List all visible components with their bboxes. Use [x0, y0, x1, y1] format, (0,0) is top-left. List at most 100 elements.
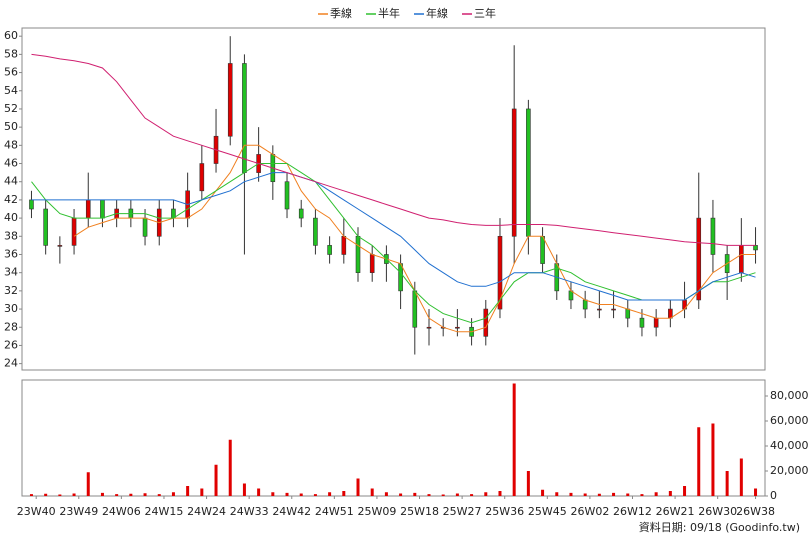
candle-body: [85, 199, 91, 219]
x-tick-label: 26W12: [613, 505, 652, 518]
candle-body: [611, 308, 616, 311]
volume-bar: [413, 492, 417, 496]
candle-body: [696, 217, 702, 301]
volume-bar: [129, 493, 133, 496]
volume-bar: [668, 491, 672, 496]
x-tick-label: 24W42: [272, 505, 311, 518]
y-tick-label: 42: [4, 193, 18, 206]
y-tick-label: 36: [4, 247, 18, 260]
x-tick-label: 25W45: [528, 505, 567, 518]
candle-body: [412, 290, 418, 328]
volume-bar: [526, 471, 530, 496]
candle-body: [511, 108, 517, 237]
candle-body: [242, 63, 247, 173]
candle-body: [369, 254, 375, 273]
volume-bar: [370, 488, 374, 496]
candle-body: [284, 181, 290, 210]
candle-body: [455, 326, 460, 329]
volume-bar: [725, 471, 729, 496]
y2-tick-label: 80,000: [770, 389, 808, 402]
volume-bar: [29, 494, 33, 496]
volume-bar: [512, 383, 516, 496]
candle-body: [540, 235, 545, 264]
y2-tick-label: 40,000: [770, 439, 808, 452]
volume-bar: [626, 493, 630, 496]
candle-body: [199, 163, 205, 192]
volume-bar: [739, 458, 743, 496]
x-tick-label: 25W18: [400, 505, 439, 518]
candle-body: [653, 317, 659, 328]
volume-bar: [115, 494, 119, 496]
volume-bar: [271, 492, 275, 496]
y2-tick-label: 0: [770, 489, 777, 502]
y-tick-label: 54: [4, 84, 18, 97]
x-tick-label: 24W51: [315, 505, 354, 518]
candle-body: [582, 299, 588, 310]
price-frame: [21, 27, 766, 371]
candle-body: [327, 245, 332, 255]
x-tick-label: 23W40: [17, 505, 56, 518]
candle-body: [142, 217, 148, 237]
volume-bar: [171, 492, 175, 496]
candle-body: [355, 235, 361, 273]
y-tick-label: 28: [4, 320, 18, 333]
volume-bar: [427, 494, 431, 496]
volume-bar: [100, 492, 104, 496]
legend-label: 半年: [378, 6, 400, 20]
y2-tick-label: 60,000: [770, 414, 808, 427]
x-tick-label: 25W36: [485, 505, 524, 518]
volume-bar: [654, 492, 658, 496]
volume-bar: [72, 493, 76, 496]
x-tick-label: 25W27: [443, 505, 482, 518]
y-tick-label: 24: [4, 357, 18, 370]
volume-bar: [328, 492, 332, 496]
candle-body: [639, 317, 645, 328]
candle-body: [753, 245, 758, 251]
y-tick-label: 26: [4, 338, 18, 351]
volume-bar: [214, 464, 218, 496]
x-tick-label: 26W02: [570, 505, 609, 518]
legend-label: 季線: [330, 6, 352, 20]
candle-body: [597, 308, 602, 311]
candle-body: [100, 199, 105, 219]
y-tick-label: 48: [4, 138, 18, 151]
candle-body: [57, 245, 63, 247]
candle-body: [739, 245, 744, 273]
candle-body: [29, 199, 34, 210]
candle-body: [227, 63, 233, 137]
y-tick-label: 38: [4, 229, 18, 242]
x-tick-label: 24W06: [102, 505, 141, 518]
x-tick-label: 24W33: [230, 505, 269, 518]
candle-body: [426, 326, 432, 329]
candle-body: [483, 308, 489, 337]
x-tick-label: 26W30: [698, 505, 737, 518]
x-tick-label: 24W15: [145, 505, 184, 518]
volume-bar: [597, 493, 601, 496]
legend-label: 年線: [426, 6, 448, 20]
x-tick-label: 26W21: [656, 505, 695, 518]
volume-bar: [711, 423, 715, 496]
volume-bar: [86, 472, 90, 496]
y-tick-label: 34: [4, 266, 18, 279]
volume-bar: [754, 488, 758, 496]
y-tick-label: 44: [4, 175, 18, 188]
y-tick-label: 30: [4, 302, 18, 315]
volume-bar: [257, 488, 261, 496]
y-tick-label: 40: [4, 211, 18, 224]
volume-bar: [228, 439, 232, 496]
volume-bar: [342, 491, 346, 496]
volume-bar: [143, 493, 147, 496]
x-tick-label: 24W24: [187, 505, 226, 518]
y-tick-label: 32: [4, 284, 18, 297]
candle-body: [710, 217, 716, 255]
y-tick-label: 46: [4, 157, 18, 170]
volume-bar: [697, 427, 701, 496]
volume-bar: [313, 494, 317, 496]
volume-frame: [21, 379, 766, 497]
candle-body: [43, 208, 48, 246]
y-tick-label: 52: [4, 102, 18, 115]
volume-bar: [683, 486, 687, 496]
ma-line: [31, 53, 756, 246]
volume-bar: [299, 493, 303, 496]
